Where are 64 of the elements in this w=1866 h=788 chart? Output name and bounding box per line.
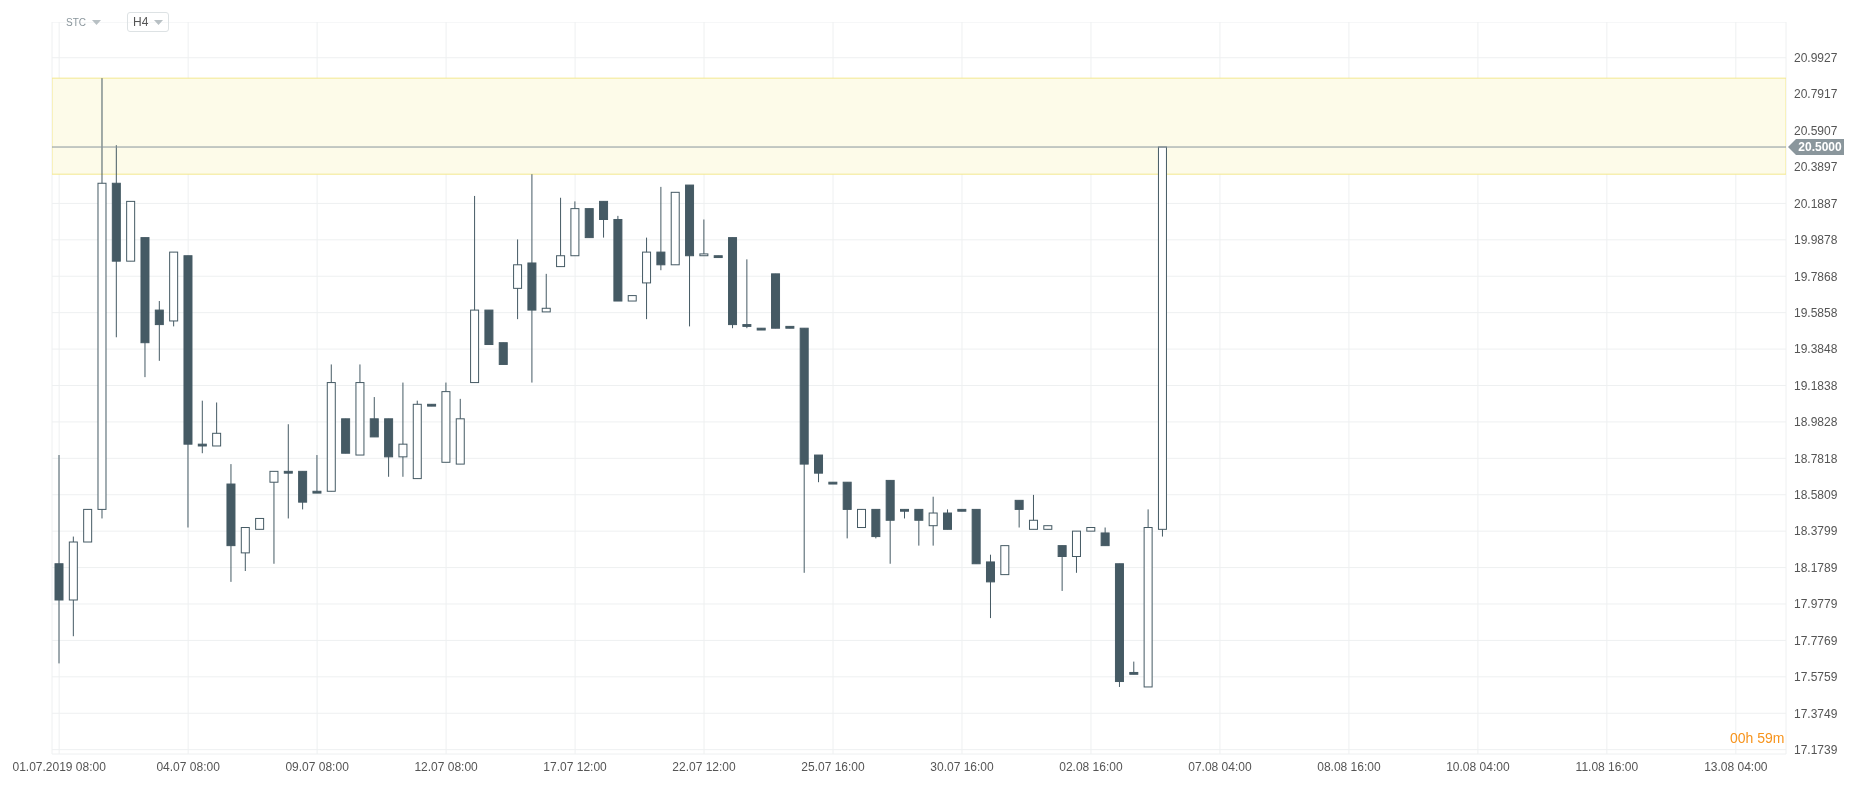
candlestick — [914, 508, 924, 547]
candlestick — [154, 300, 164, 362]
candlestick — [212, 402, 222, 447]
candlestick — [985, 554, 995, 619]
candlestick — [369, 396, 379, 438]
annotation: H4 — [127, 12, 170, 32]
candlestick — [312, 454, 322, 494]
candlestick — [656, 186, 666, 271]
x-tick-label: 07.08 04:00 — [1188, 759, 1252, 774]
candlestick — [599, 200, 609, 239]
candlestick — [857, 508, 867, 529]
candlestick — [269, 470, 279, 565]
x-tick-label: 10.08 04:00 — [1446, 759, 1510, 774]
y-tick-label: 17.7769 — [1794, 633, 1838, 648]
candlestick — [541, 273, 551, 313]
y-tick-label: 18.3799 — [1794, 524, 1838, 539]
y-tick-label: 19.7868 — [1794, 269, 1838, 284]
candlestick — [699, 219, 709, 257]
y-tick-label: 17.1739 — [1794, 742, 1838, 757]
candlestick — [928, 496, 938, 547]
y-tick-label: 18.9828 — [1794, 415, 1838, 430]
y-tick-label: 19.3848 — [1794, 342, 1838, 357]
y-tick-label: 17.9779 — [1794, 597, 1838, 612]
x-tick-label: 04.07 08:00 — [156, 759, 221, 774]
candlestick — [498, 342, 508, 365]
candlestick — [1057, 545, 1067, 592]
candlestick — [398, 382, 408, 478]
candlestick — [814, 454, 824, 483]
x-tick-label: 13.08 04:00 — [1704, 759, 1768, 774]
candlestick — [283, 423, 293, 519]
candlestick — [1014, 499, 1024, 529]
candlestick — [943, 508, 952, 530]
annotation: STC — [66, 16, 86, 28]
x-tick-label: 12.07 08:00 — [414, 759, 479, 774]
candlestick — [742, 258, 752, 329]
x-tick-label: 11.08 16:00 — [1575, 759, 1639, 774]
y-tick-label: 20.5907 — [1794, 123, 1838, 138]
y-tick-label: 18.7818 — [1794, 451, 1838, 466]
y-tick-label: 17.5759 — [1794, 670, 1838, 685]
x-tick-label: 09.07 08:00 — [285, 759, 350, 774]
x-tick-label: 02.08 16:00 — [1059, 759, 1123, 774]
y-tick-label: 18.1789 — [1794, 560, 1838, 575]
x-tick-label: 01.07.2019 08:00 — [12, 759, 107, 774]
annotation: 00h 59m — [1730, 730, 1785, 746]
candlestick — [513, 238, 523, 320]
y-tick-label: 19.1838 — [1794, 378, 1838, 393]
candlestick — [197, 400, 207, 454]
y-tick-label: 17.3749 — [1794, 706, 1838, 721]
y-tick-label: 20.1887 — [1794, 196, 1838, 211]
y-tick-label: 20.3897 — [1794, 160, 1838, 175]
x-tick-label: 08.08 16:00 — [1317, 759, 1381, 774]
y-tick-label: 19.9878 — [1794, 233, 1838, 248]
y-tick-label: 20.9927 — [1794, 51, 1838, 66]
y-tick-label: 20.7917 — [1794, 87, 1838, 102]
candlestick — [1028, 494, 1038, 530]
y-tick-label: 19.5858 — [1794, 305, 1838, 320]
x-tick-label: 22.07 12:00 — [672, 759, 737, 774]
ref-line-label: 20.5000 — [1798, 140, 1843, 155]
x-tick-label: 30.07 16:00 — [930, 759, 995, 774]
candlestick — [1100, 527, 1110, 547]
candlestick — [556, 197, 566, 268]
x-tick-label: 17.07 12:00 — [543, 759, 608, 774]
x-tick-label: 25.07 16:00 — [801, 759, 866, 774]
y-tick-label: 18.5809 — [1794, 488, 1838, 502]
